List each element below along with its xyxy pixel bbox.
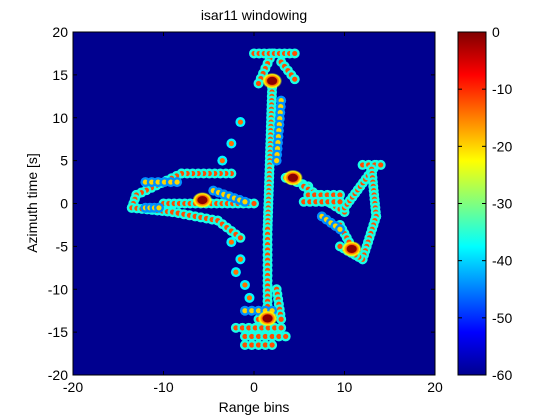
- scatter-cell: [276, 314, 286, 324]
- y-tick-label: -20: [48, 367, 68, 383]
- y-tick-label: 0: [60, 196, 68, 212]
- scatter-peak: [283, 170, 303, 186]
- scatter-cell: [276, 323, 286, 333]
- scatter-dot: [240, 280, 250, 290]
- x-tick-label: 20: [427, 379, 443, 395]
- scatter-peak: [262, 73, 282, 89]
- colorbar: [458, 32, 486, 375]
- colorbar-tick-label: -60: [492, 367, 512, 383]
- scatter-cell: [376, 160, 386, 170]
- scatter-dot: [226, 138, 236, 148]
- x-tick-label: -10: [153, 379, 173, 395]
- colorbar-tick-label: 0: [492, 24, 500, 40]
- colorbar-tick-label: -50: [492, 310, 512, 326]
- y-tick-label: 20: [52, 24, 68, 40]
- scatter-dot: [217, 156, 227, 166]
- scatter-cell: [172, 177, 182, 187]
- scatter-peak: [342, 241, 362, 257]
- scatter-cell: [249, 199, 259, 209]
- scatter-peak: [192, 192, 212, 208]
- chart-title: isar11 windowing: [201, 7, 307, 23]
- scatter-cell: [290, 48, 300, 58]
- scatter-cell: [240, 197, 250, 207]
- scatter-dot: [235, 254, 245, 264]
- scatter-cell: [335, 224, 345, 234]
- scatter-dot: [226, 237, 236, 247]
- scatter-peak: [258, 310, 278, 326]
- y-axis-label: Azimuth time [s]: [24, 153, 40, 253]
- y-tick-label: -5: [56, 238, 69, 254]
- colorbar-tick-label: -10: [492, 81, 512, 97]
- y-tick-label: 15: [52, 67, 68, 83]
- scatter-cell: [267, 340, 277, 350]
- x-axis-label: Range bins: [219, 399, 290, 415]
- scatter-cell: [281, 331, 291, 341]
- y-tick-label: 10: [52, 110, 68, 126]
- scatter-cell: [272, 156, 282, 166]
- scatter-cell: [154, 203, 164, 213]
- y-tick-label: -15: [48, 324, 68, 340]
- colorbar-tick-label: -30: [492, 196, 512, 212]
- scatter-dot: [231, 267, 241, 277]
- scatter-cell: [235, 233, 245, 243]
- scatter-dot: [244, 293, 254, 303]
- scatter-dot: [235, 117, 245, 127]
- colorbar-tick-label: -20: [492, 138, 512, 154]
- y-tick-label: 5: [60, 153, 68, 169]
- y-tick-label: -10: [48, 281, 68, 297]
- x-tick-label: 0: [250, 379, 258, 395]
- x-tick-label: 10: [337, 379, 353, 395]
- colorbar-tick-label: -40: [492, 253, 512, 269]
- scatter-cell: [254, 78, 264, 88]
- scatter-cell: [290, 74, 300, 84]
